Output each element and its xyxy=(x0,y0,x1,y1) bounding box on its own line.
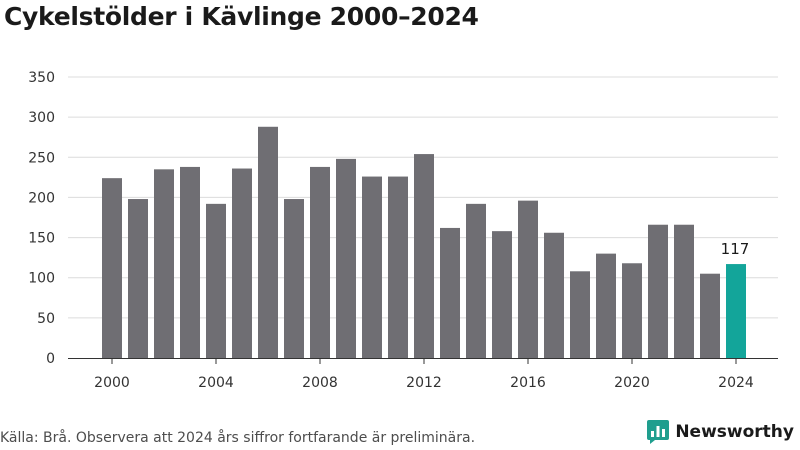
bar-2019 xyxy=(596,253,616,358)
x-tick-label: 2008 xyxy=(302,375,338,391)
bar-2000 xyxy=(102,178,122,358)
bars xyxy=(102,126,746,358)
x-tick-label: 2000 xyxy=(94,375,130,391)
bar-2009 xyxy=(336,158,356,358)
bar-2008 xyxy=(310,166,330,358)
bar-2014 xyxy=(466,203,486,358)
logo-text: Newsworthy xyxy=(675,422,794,442)
y-tick-label: 250 xyxy=(28,150,55,166)
x-tick-label: 2020 xyxy=(614,375,650,391)
y-tick-label: 0 xyxy=(46,351,55,367)
bar-chart-icon xyxy=(647,420,670,444)
bar-2002 xyxy=(154,169,174,358)
y-tick-label: 50 xyxy=(37,311,55,327)
bar-2010 xyxy=(362,176,382,358)
newsworthy-logo: Newsworthy xyxy=(647,420,794,444)
bar-2024 xyxy=(726,264,746,358)
x-tick-label: 2024 xyxy=(718,375,754,391)
bar-2023 xyxy=(700,273,720,358)
bar-2020 xyxy=(622,263,642,358)
y-tick-label: 150 xyxy=(28,231,55,247)
bar-2001 xyxy=(128,199,148,358)
bar-2011 xyxy=(388,176,408,358)
bar-2015 xyxy=(492,231,512,358)
y-tick-label: 100 xyxy=(28,271,55,287)
bar-2022 xyxy=(674,224,694,358)
x-axis: 2000 2004 2008 2012 2016 2020 2024 xyxy=(68,358,778,391)
bar-2003 xyxy=(180,166,200,358)
data-label-2024: 117 xyxy=(721,240,750,258)
x-tick-label: 2016 xyxy=(510,375,546,391)
x-tick-label: 2004 xyxy=(198,375,234,391)
bar-2012 xyxy=(414,154,434,358)
y-tick-label: 350 xyxy=(28,70,55,86)
bar-2017 xyxy=(544,232,564,358)
data-labels: 117 xyxy=(721,240,750,258)
bar-2013 xyxy=(440,227,460,358)
bar-2018 xyxy=(570,271,590,358)
y-tick-label: 200 xyxy=(28,190,55,206)
chart-title: Cykelstölder i Kävlinge 2000–2024 xyxy=(4,2,479,31)
bar-2007 xyxy=(284,199,304,358)
bar-2021 xyxy=(648,224,668,358)
source-note: Källa: Brå. Observera att 2024 års siffr… xyxy=(0,430,476,446)
bar-2005 xyxy=(232,168,252,358)
bar-2006 xyxy=(258,126,278,358)
y-axis-labels: 0 50 100 150 200 250 300 350 xyxy=(28,70,55,367)
x-tick-label: 2012 xyxy=(406,375,442,391)
y-tick-label: 300 xyxy=(28,110,55,126)
bar-2004 xyxy=(206,203,226,358)
bar-2016 xyxy=(518,200,538,358)
